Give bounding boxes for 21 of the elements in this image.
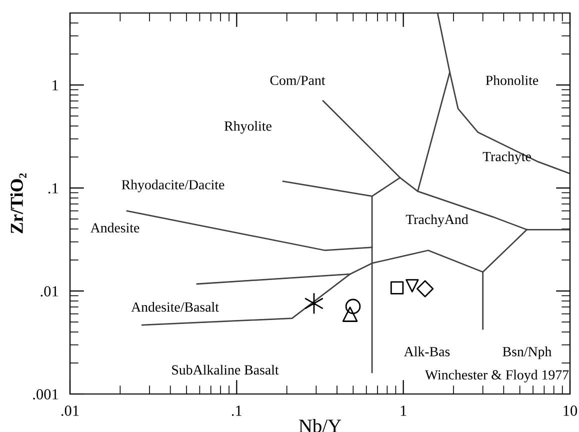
- annotation: SubAlkaline Basalt: [172, 364, 279, 375]
- y-tick-label: .001: [33, 389, 58, 400]
- annotation: TrachyAnd: [406, 214, 468, 227]
- annotation: Com/Pant: [270, 76, 326, 86]
- y-axis-title: Zr/TiO₂: [10, 173, 26, 234]
- x-tick-label: .01: [61, 406, 79, 416]
- y-tick-label: .01: [40, 286, 58, 297]
- y-tick-label: 1: [52, 80, 58, 90]
- annotation: Trachyte: [482, 151, 531, 164]
- annotation: Rhyolite: [224, 120, 272, 134]
- annotation: Winchester & Floyd 1977: [424, 370, 569, 382]
- annotation: Bsn/Nph: [502, 346, 552, 360]
- x-tick-label: .1: [232, 406, 242, 416]
- annotation: Phonolite: [486, 75, 538, 86]
- annotation: Rhyodacite/Dacite: [122, 180, 224, 192]
- x-tick-label: 10: [564, 406, 578, 416]
- x-tick-label: 1: [400, 406, 406, 416]
- y-tick-label: .1: [48, 183, 58, 194]
- annotation: Alk-Bas: [404, 346, 450, 356]
- annotation: Andesite: [90, 222, 140, 233]
- annotation: Andesite/Basalt: [131, 302, 219, 312]
